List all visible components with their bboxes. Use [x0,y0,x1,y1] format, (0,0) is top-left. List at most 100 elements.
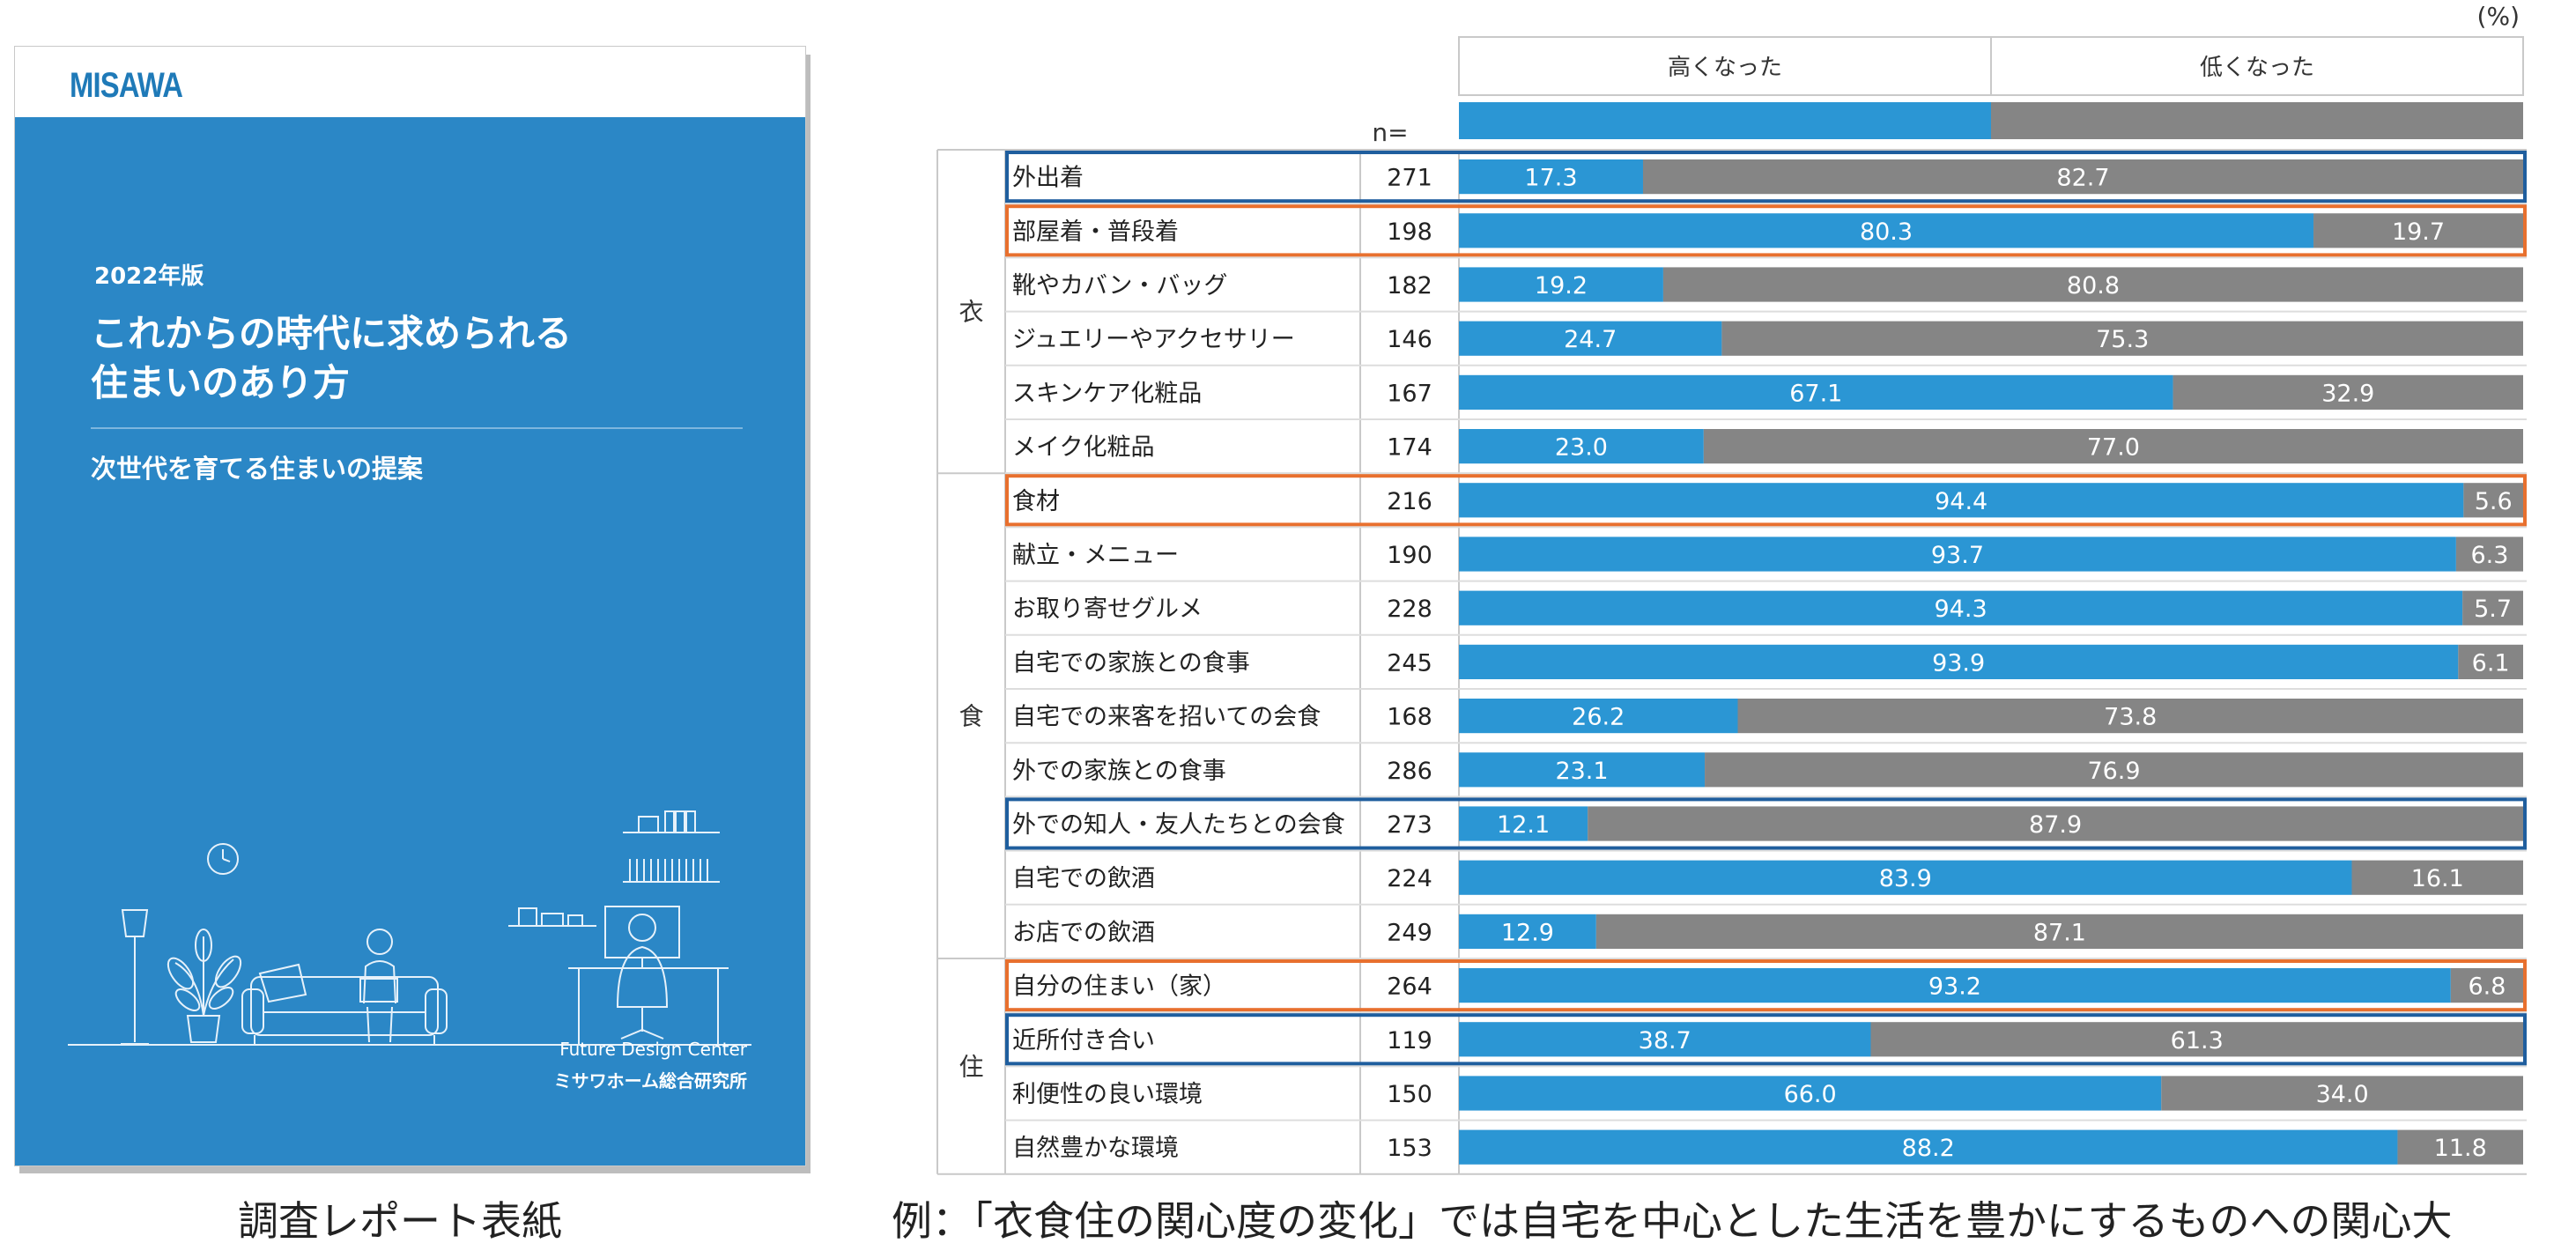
row-highlight-blue [1005,797,2527,850]
bar-lower [1705,752,2523,788]
bar-lower-label: 76.9 [2087,758,2140,785]
bar-higher-label: 93.7 [1931,542,1984,569]
bar-higher-label: 66.0 [1784,1081,1837,1108]
bar-lower [1870,1022,2523,1057]
row-highlight-orange [1005,959,2527,1012]
bar-higher [1459,752,1706,788]
bar-higher-label: 93.2 [1928,973,1981,1001]
bar-higher-label: 17.3 [1524,165,1577,192]
bar-lower [1721,321,2523,356]
bar-lower-label: 87.1 [2033,919,2086,946]
bar-higher-label: 94.3 [1935,596,1988,623]
row-label: 靴やカバン・バッグ [1012,272,1227,300]
unit-label: (%) [2477,2,2520,31]
bar-higher [1459,1129,2398,1165]
bar-lower-label: 75.3 [2096,326,2149,353]
bar-lower-label: 73.8 [2104,704,2157,731]
row-label: お店での飲酒 [1012,919,1155,946]
cover-subtitle: 次世代を育てる住まいの提案 [91,454,424,484]
floor-lamp-icon [121,909,149,1045]
caption-chart-example: 例：「衣食住の関心度の変化」では自宅を中心とした生活を豊かにするものへの関心大 [892,1197,2453,1245]
bar-lower [2313,213,2523,248]
row-label: スキンケア化粧品 [1012,380,1202,407]
row-label: 自宅での来客を招いての会食 [1012,704,1321,731]
bar-lower-label: 5.6 [2475,488,2513,515]
row-n-value: 150 [1387,1081,1432,1108]
row-n-value: 190 [1387,542,1432,569]
row-label: 近所付き合い [1012,1027,1155,1054]
row-n-value: 168 [1387,704,1432,731]
row-highlight-blue [1005,1013,2527,1066]
bar-lower [2397,1129,2523,1165]
cover-top-bar: MISAWA [15,47,805,117]
row-n-value: 245 [1387,649,1432,677]
row-label: お取り寄せグルメ [1012,596,1203,623]
living-room-illustration [68,810,751,1046]
bar-lower-label: 16.1 [2411,865,2464,892]
row-highlight-orange [1005,204,2527,257]
bar-higher-label: 83.9 [1879,865,1932,892]
bar-higher-label: 23.0 [1555,434,1608,462]
bar-lower-label: 6.1 [2472,649,2510,677]
bar-lower [1662,267,2523,302]
row-label: 自然豊かな環境 [1012,1135,1179,1162]
bar-higher-label: 19.2 [1535,272,1588,300]
bar-lower [2463,483,2523,518]
bar-lower [2450,968,2523,1003]
bar-higher [1459,644,2459,679]
bar-higher [1459,483,2464,518]
bar-lower [1642,159,2523,195]
row-n-value: 182 [1387,272,1432,300]
bar-higher [1459,374,2173,410]
bar-lower-label: 82.7 [2056,165,2109,192]
desk-worker-icon [568,906,729,1044]
row-highlight-blue [1005,151,2527,204]
row-highlight-orange [1005,474,2527,527]
row-label: 食材 [1012,488,1060,515]
bar-higher [1459,914,1596,949]
row-label: 外での知人・友人たちとの会食 [1012,811,1345,839]
row-label: 外出着 [1012,165,1084,192]
row-n-value: 198 [1387,218,1432,246]
n-header: n= [1372,118,1408,147]
bar-higher [1459,806,1588,841]
bar-lower-label: 11.8 [2434,1135,2487,1162]
caption-report-cover: 調査レポート表紙 [238,1197,562,1245]
row-n-value: 264 [1387,973,1432,1001]
row-label: 献立・メニュー [1012,542,1179,569]
bar-lower-label: 87.9 [2029,811,2082,839]
bar-lower-label: 6.3 [2470,542,2508,569]
bar-higher-label: 88.2 [1902,1135,1955,1162]
legend-lower: 低くなった [2200,55,2314,81]
bar-higher-label: 23.1 [1555,758,1608,785]
row-n-value: 167 [1387,380,1432,407]
bar-lower [2161,1076,2523,1111]
bar-higher [1459,159,1643,195]
row-label: 外での家族との食事 [1012,758,1226,785]
organization-japanese: ミサワホーム総合研究所 [553,1070,747,1092]
row-n-value: 119 [1387,1027,1432,1054]
legend-swatch-higher [1459,102,1991,139]
row-n-value: 228 [1387,596,1432,623]
group-label: 食 [959,702,983,731]
bar-higher [1459,213,2314,248]
bar-lower [2462,590,2523,625]
bar-higher-label: 24.7 [1564,326,1617,353]
row-n-value: 216 [1387,488,1432,515]
row-label: 利便性の良い環境 [1012,1081,1203,1108]
bar-higher [1459,1022,1871,1057]
sofa-icon [241,963,448,1044]
cover-year: 2022年版 [94,263,204,290]
bar-higher [1459,699,1738,734]
clock-icon [207,843,239,875]
row-n-value: 273 [1387,811,1432,839]
group-label: 衣 [959,298,983,327]
bar-higher-label: 26.2 [1572,704,1625,731]
bar-higher-label: 67.1 [1789,380,1842,407]
row-label: 自分の住まい（家） [1012,973,1226,1001]
row-n-value: 224 [1387,865,1432,892]
cover-divider [91,427,743,429]
bar-lower-label: 32.9 [2321,380,2374,407]
bar-lower [1595,914,2523,949]
